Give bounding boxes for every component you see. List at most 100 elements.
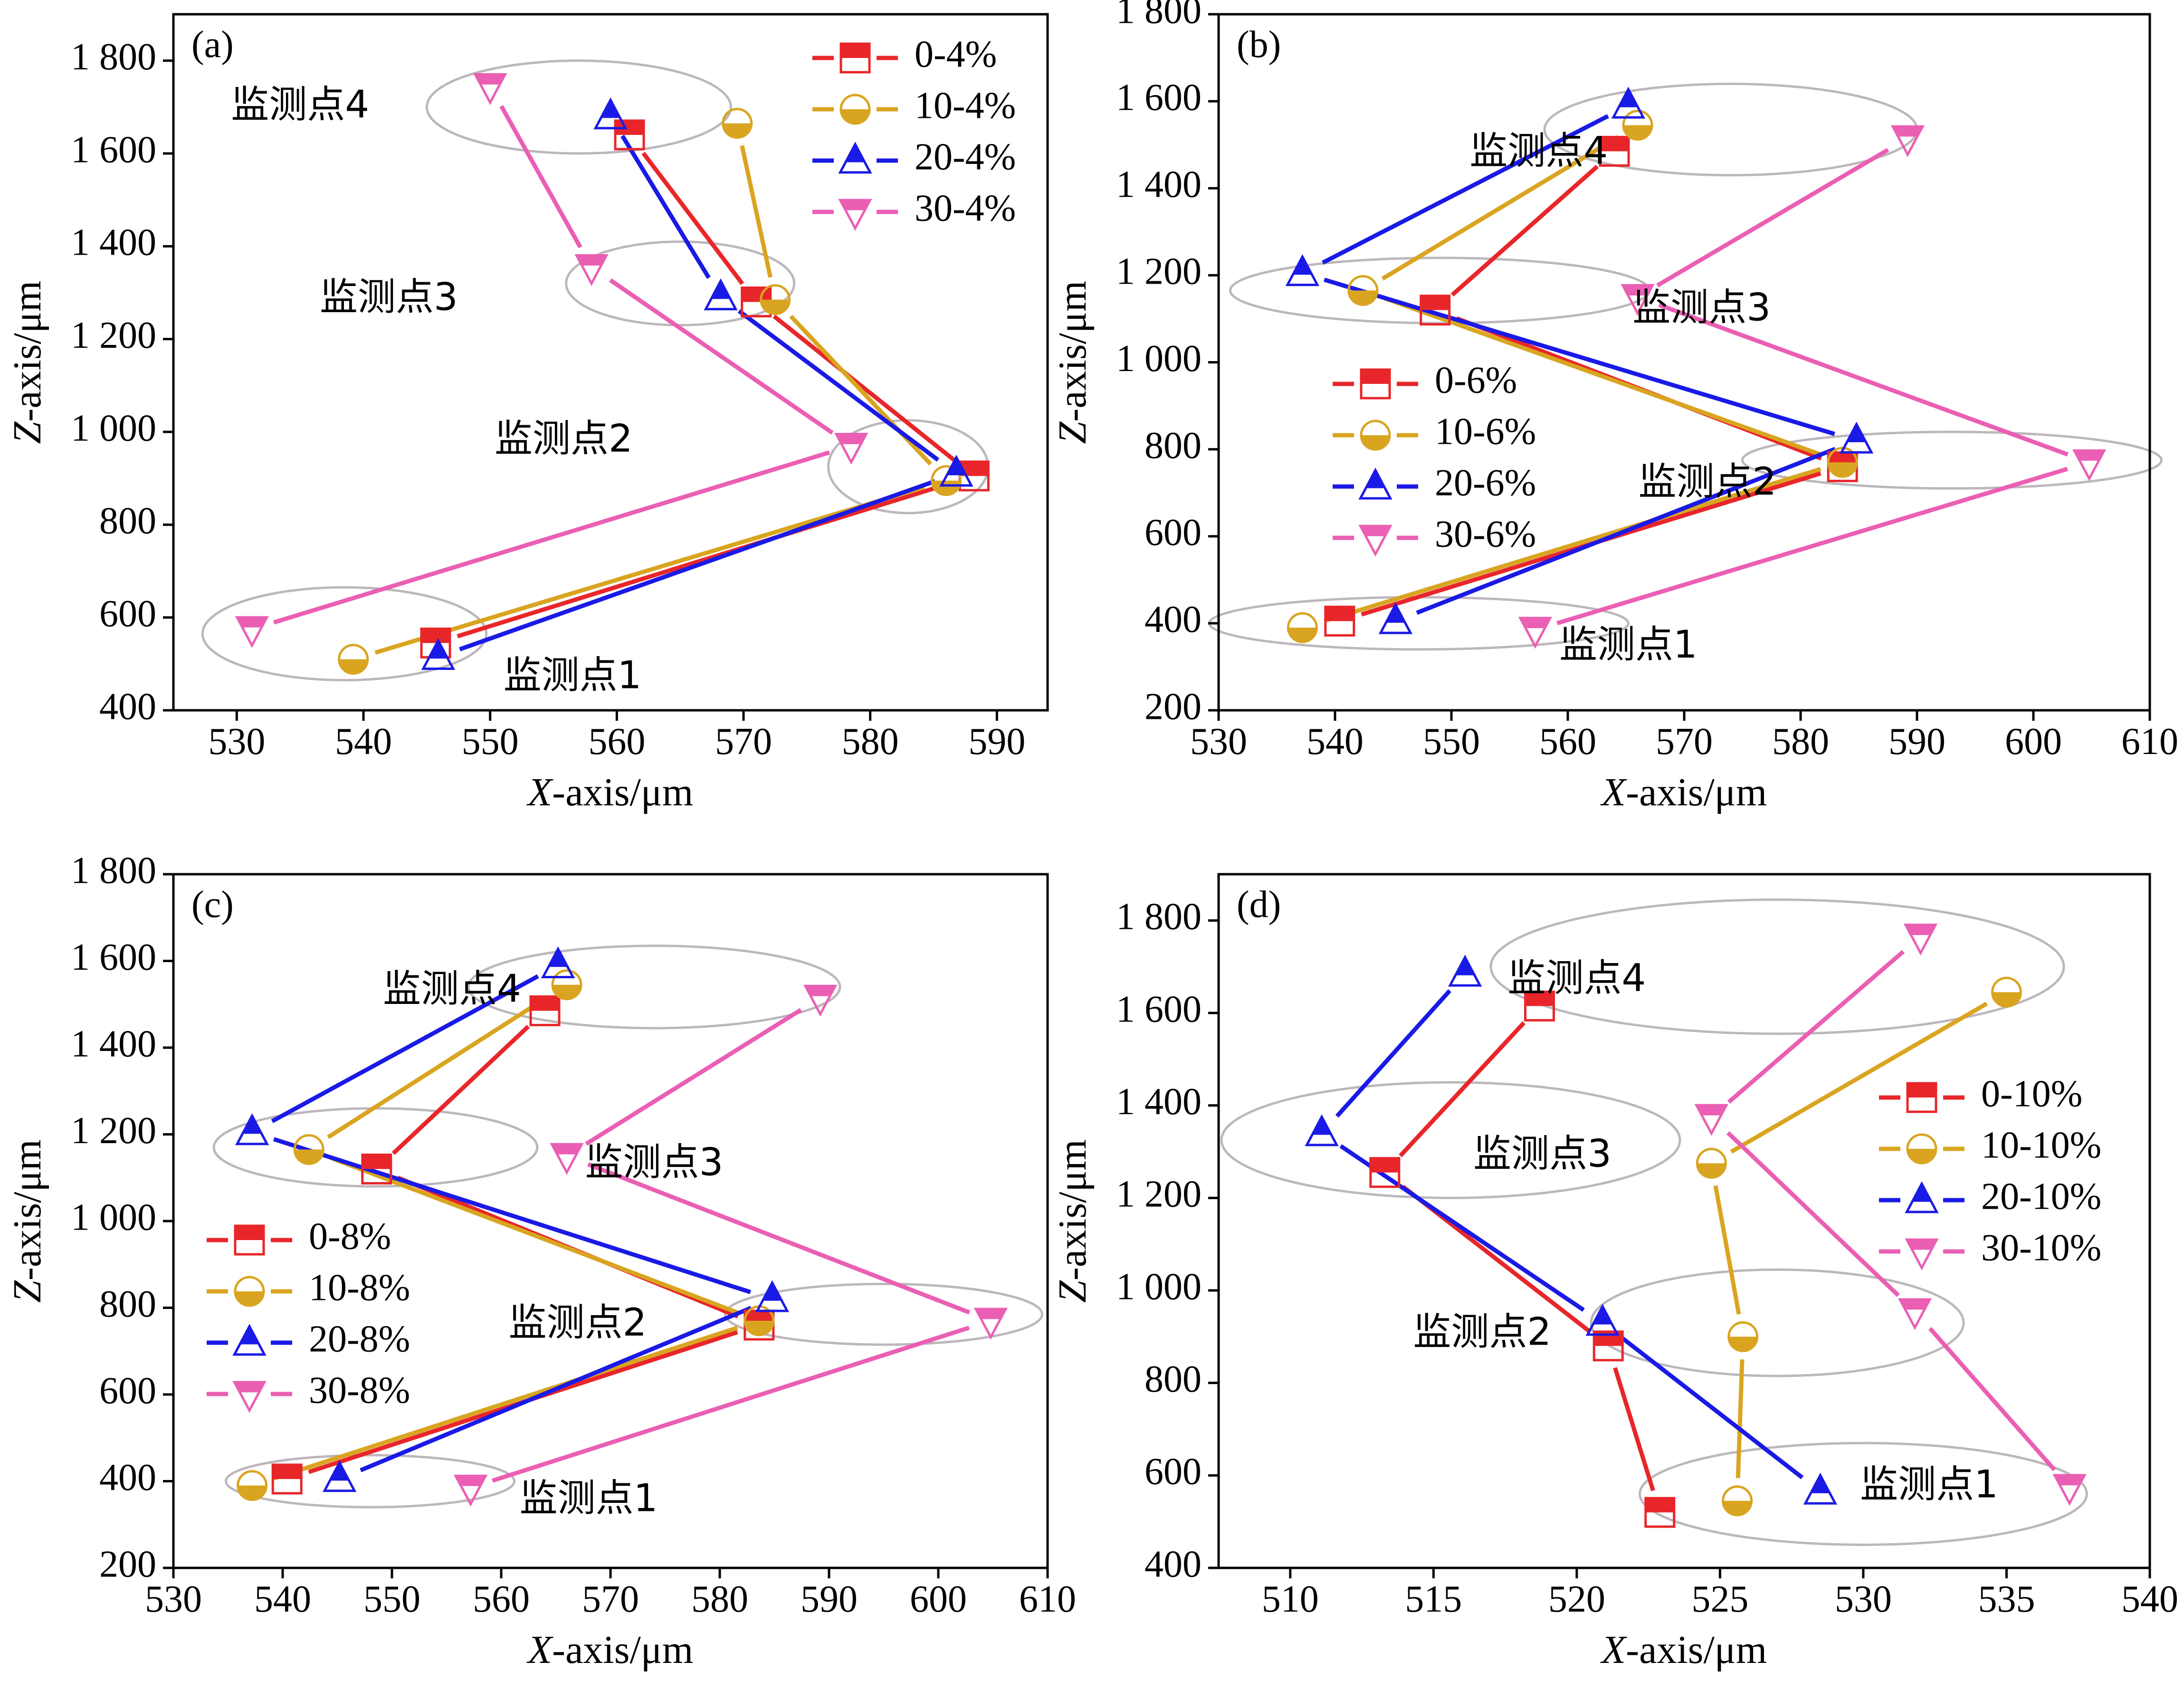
square-half-filled-icon (1360, 368, 1391, 400)
series-line-s0-seg-3 (1450, 164, 1599, 297)
data-point-s0-4 (1524, 990, 1555, 1022)
x-tick-label: 550 (462, 721, 519, 763)
legend-entry-s10: 10-8% (207, 1267, 410, 1308)
x-tick-label: 550 (363, 1578, 420, 1620)
legend-label: 0-8% (309, 1215, 391, 1257)
panel-label: (a) (191, 24, 234, 66)
legend-label: 10-10% (1981, 1124, 2101, 1166)
y-axis-title: Z-axis/μm (1050, 281, 1095, 444)
monitor-group-label: 监测点3 (320, 275, 458, 319)
series-line-s30-seg-2 (609, 278, 834, 435)
series-line-s20-seg-2 (1339, 1144, 1585, 1312)
chart-panel-4: 监测点1 监测点2 监测点3 监测点4 0-10% 10-10% 20-10% 30-10% 5… (1050, 873, 2178, 1672)
y-tick-label: 600 (99, 1370, 156, 1412)
data-point-s20-4 (593, 97, 628, 130)
x-tick-label: 540 (1307, 721, 1364, 763)
monitor-group-label: 监测点2 (509, 1300, 647, 1345)
legend-entry-s0: 0-6% (1333, 359, 1517, 401)
circle-half-filled-icon (1906, 1133, 1937, 1165)
data-point-s20-4 (1448, 955, 1482, 987)
legend-label: 10-8% (309, 1267, 410, 1308)
data-point-s0-2 (1593, 1330, 1624, 1362)
series-line-s10-seg-2 (1383, 296, 1822, 457)
legend-entry-s20: 20-6% (1333, 462, 1536, 504)
y-axis-title: Z-axis/μm (5, 1139, 49, 1303)
plot-frame (172, 873, 1049, 1569)
series-line-s0-seg-1 (1613, 1367, 1655, 1491)
legend-entry-s20: 20-8% (207, 1318, 410, 1360)
series-line-s20-seg-3 (271, 974, 539, 1123)
legend-entry-s10: 10-10% (1879, 1124, 2101, 1166)
triangle-down-half-filled-icon (1358, 525, 1392, 557)
panel-label: (d) (1237, 884, 1281, 926)
triangle-up-half-filled-icon (838, 142, 872, 174)
series-line-s0-seg-2 (773, 314, 958, 464)
x-tick-label: 570 (582, 1578, 639, 1620)
data-point-s20-4 (1611, 86, 1646, 119)
data-point-s20-2 (755, 1280, 790, 1312)
legend-label: 30-10% (1981, 1227, 2101, 1269)
legend-label: 30-4% (915, 187, 1016, 229)
data-point-s30-4 (1890, 125, 1925, 157)
data-point-s20-4 (541, 946, 575, 978)
monitor-group-ellipse-4 (425, 59, 732, 155)
legend-label: 20-10% (1981, 1175, 2101, 1217)
data-point-s20-1 (322, 1460, 357, 1492)
y-tick-label: 800 (1144, 425, 1202, 467)
data-point-s30-3 (550, 1143, 584, 1175)
data-point-s0-4 (529, 995, 561, 1026)
y-tick-label: 800 (99, 500, 156, 542)
x-tick-label: 515 (1405, 1578, 1462, 1620)
data-point-s30-2 (834, 432, 868, 465)
legend-label: 20-8% (309, 1318, 410, 1360)
x-tick-label: 530 (1835, 1578, 1892, 1620)
legend-entry-s30: 30-6% (1333, 513, 1536, 557)
x-tick-label: 570 (715, 721, 772, 763)
monitor-group-ellipse-3 (1220, 1081, 1681, 1199)
x-tick-label: 560 (588, 721, 645, 763)
y-tick-label: 1 600 (71, 936, 156, 978)
series-line-s30-seg-3 (1727, 950, 1905, 1104)
y-tick-label: 1 400 (1116, 1081, 1202, 1123)
series-line-s10-seg-3 (740, 145, 773, 278)
legend-label: 0-4% (915, 33, 997, 75)
data-point-s10-4 (551, 969, 582, 1001)
data-point-s30-1 (453, 1474, 488, 1507)
data-point-s20-2 (1839, 421, 1874, 454)
legend-entry-s30: 30-10% (1879, 1227, 2101, 1270)
x-tick-label: 560 (473, 1578, 530, 1620)
data-point-s0-4 (1599, 135, 1630, 167)
data-point-s10-1 (1722, 1485, 1753, 1517)
data-point-s30-2 (2072, 449, 2107, 481)
legend-entry-s30: 30-4% (812, 187, 1016, 231)
y-tick-label: 1 000 (1116, 338, 1202, 380)
x-axis-title: X-axis/μm (1600, 770, 1767, 814)
data-point-s20-3 (704, 278, 738, 311)
series-line-s20-seg-1 (1619, 1335, 1804, 1480)
series-line-s30-seg-2 (1726, 1131, 1900, 1297)
x-tick-label: 570 (1656, 721, 1713, 763)
monitor-group-label: 监测点3 (585, 1140, 724, 1184)
x-tick-label: 550 (1423, 721, 1480, 763)
monitor-group-ellipse-2 (724, 1282, 1043, 1346)
y-tick-label: 600 (1144, 512, 1202, 554)
monitor-group-ellipse-1 (201, 586, 488, 682)
series-line-s20-seg-2 (273, 1137, 752, 1294)
x-axis-title: X-axis/μm (1600, 1628, 1767, 1672)
legend-entry-s0: 0-8% (207, 1215, 391, 1257)
y-tick-label: 1 400 (1116, 164, 1202, 206)
legend-entry-s30: 30-8% (207, 1369, 410, 1413)
data-point-s10-3 (293, 1134, 324, 1165)
series-line-s20-seg-3 (1322, 114, 1609, 265)
monitor-group-label: 监测点3 (1632, 286, 1771, 330)
legend-label: 30-6% (1435, 513, 1536, 555)
data-point-s30-4 (473, 73, 507, 105)
data-point-s0-1 (1644, 1497, 1676, 1528)
monitor-group-label: 监测点2 (1413, 1309, 1551, 1354)
monitor-group-label: 监测点4 (383, 966, 521, 1011)
x-tick-label: 580 (842, 721, 899, 763)
data-point-s10-2 (931, 465, 962, 496)
y-tick-label: 1 800 (71, 850, 156, 891)
y-tick-label: 400 (1144, 599, 1202, 640)
y-tick-label: 1 600 (1116, 988, 1202, 1030)
